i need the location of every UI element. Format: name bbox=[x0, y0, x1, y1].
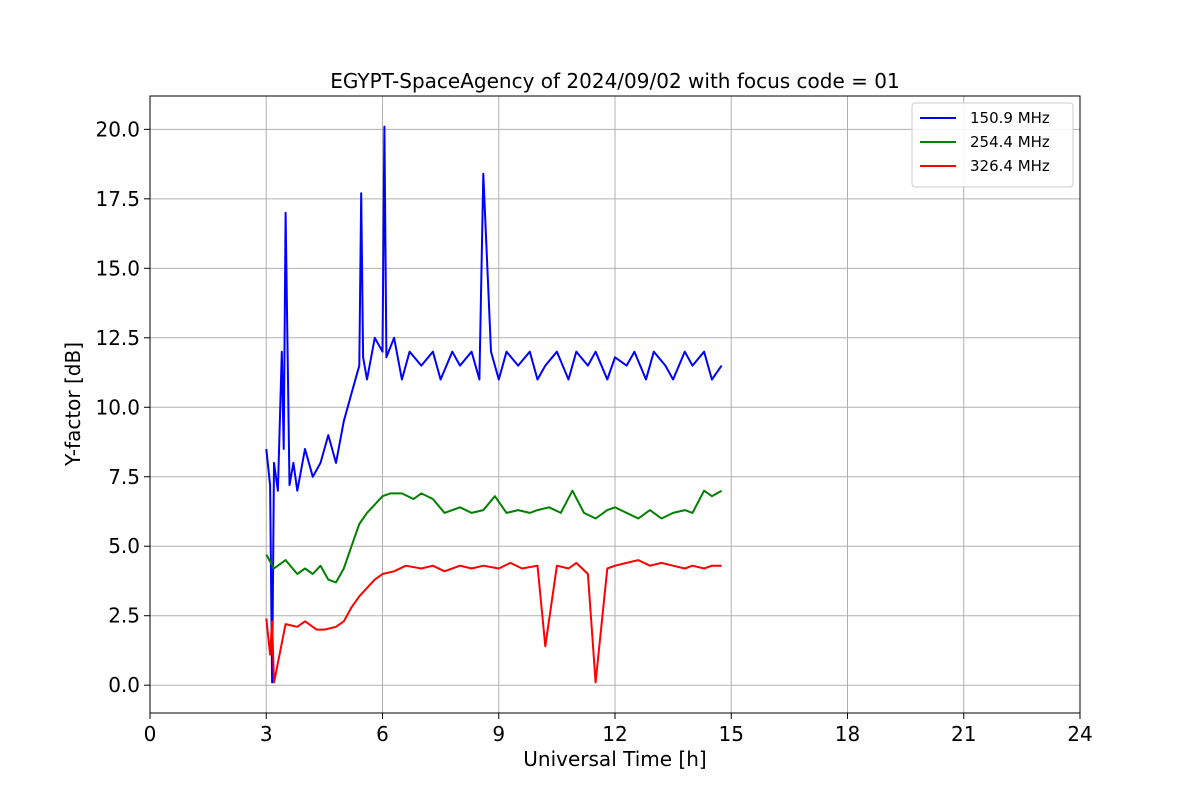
y-tick-label: 2.5 bbox=[108, 604, 140, 628]
chart-title: EGYPT-SpaceAgency of 2024/09/02 with foc… bbox=[330, 69, 899, 93]
y-tick-label: 5.0 bbox=[108, 534, 140, 558]
legend-label: 254.4 MHz bbox=[970, 133, 1050, 151]
y-tick-label: 10.0 bbox=[95, 395, 140, 419]
series-line-1 bbox=[265, 125, 723, 684]
x-tick-label: 0 bbox=[144, 722, 157, 746]
x-axis-label: Universal Time [h] bbox=[523, 747, 706, 771]
series-line-2 bbox=[265, 489, 723, 584]
x-tick-label: 9 bbox=[492, 722, 505, 746]
y-tick-label: 15.0 bbox=[95, 256, 140, 280]
y-tick-label: 12.5 bbox=[95, 326, 140, 350]
x-tick-label: 3 bbox=[260, 722, 273, 746]
x-tick-label: 12 bbox=[602, 722, 627, 746]
x-tick-label: 6 bbox=[376, 722, 389, 746]
y-tick-label: 20.0 bbox=[95, 117, 140, 141]
y-tick-label: 0.0 bbox=[108, 673, 140, 697]
y-tick-label: 17.5 bbox=[95, 187, 140, 211]
x-tick-label: 21 bbox=[951, 722, 976, 746]
series-lines bbox=[265, 125, 723, 684]
x-tick-label: 18 bbox=[835, 722, 860, 746]
y-axis-label: Y-factor [dB] bbox=[61, 342, 85, 467]
legend-label: 326.4 MHz bbox=[970, 157, 1050, 175]
series-line-3 bbox=[265, 559, 722, 684]
legend: 150.9 MHz 254.4 MHz 326.4 MHz bbox=[911, 102, 1074, 188]
axis-ticks: 0 3 6 9 12 15 18 21 24 0.0 2.5 5.0 7.5 10.0 12.5 15.0 17… bbox=[95, 117, 1092, 746]
y-tick-label: 7.5 bbox=[108, 465, 140, 489]
x-tick-label: 24 bbox=[1067, 722, 1092, 746]
legend-label: 150.9 MHz bbox=[970, 109, 1050, 127]
x-tick-label: 15 bbox=[719, 722, 744, 746]
